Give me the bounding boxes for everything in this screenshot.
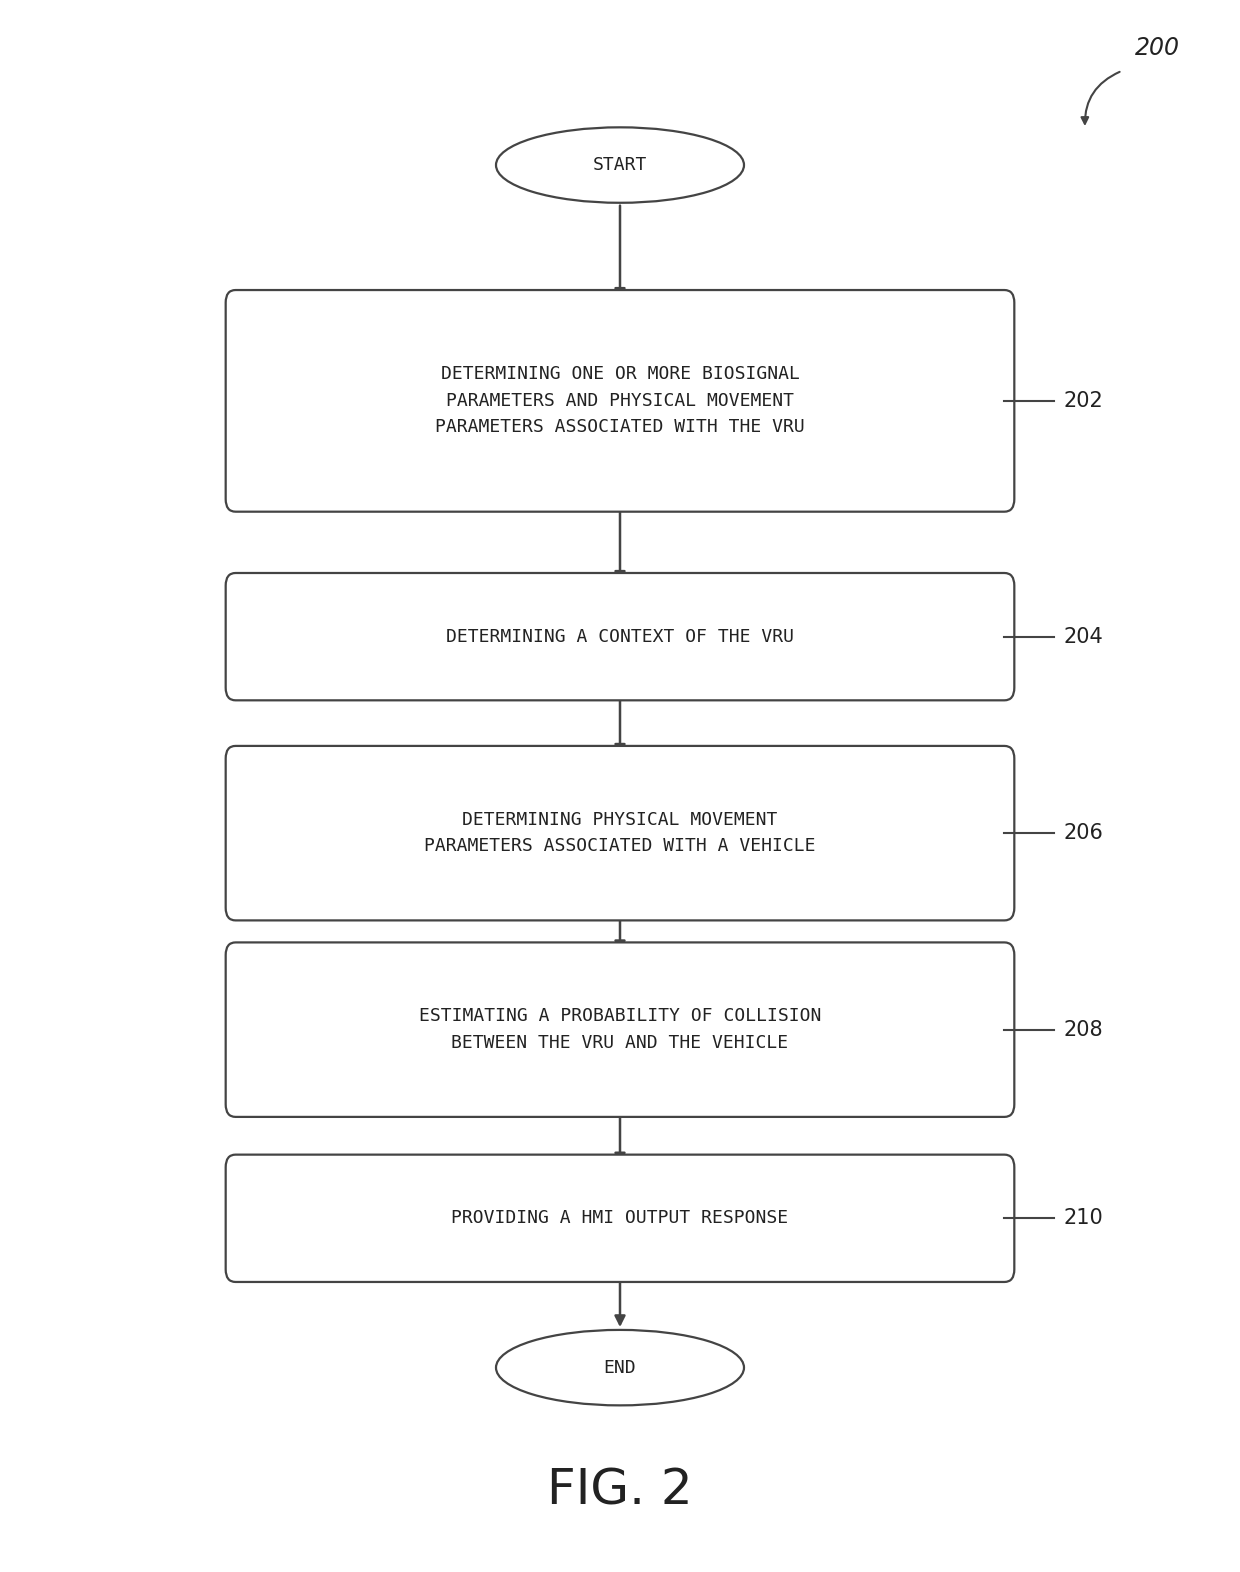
Text: END: END [604,1358,636,1377]
Text: 204: 204 [1064,627,1104,646]
Text: 208: 208 [1064,1020,1104,1039]
Text: DETERMINING A CONTEXT OF THE VRU: DETERMINING A CONTEXT OF THE VRU [446,627,794,646]
Text: ESTIMATING A PROBABILITY OF COLLISION
BETWEEN THE VRU AND THE VEHICLE: ESTIMATING A PROBABILITY OF COLLISION BE… [419,1008,821,1052]
Text: 202: 202 [1064,391,1104,410]
Text: 200: 200 [1135,36,1179,60]
Text: START: START [593,156,647,174]
FancyBboxPatch shape [226,943,1014,1116]
Ellipse shape [496,127,744,203]
FancyBboxPatch shape [226,1154,1014,1283]
Ellipse shape [496,1330,744,1405]
Text: 206: 206 [1064,824,1104,843]
FancyBboxPatch shape [226,572,1014,701]
FancyBboxPatch shape [226,747,1014,921]
FancyBboxPatch shape [226,289,1014,511]
Text: FIG. 2: FIG. 2 [547,1467,693,1514]
Text: 210: 210 [1064,1209,1104,1228]
Text: PROVIDING A HMI OUTPUT RESPONSE: PROVIDING A HMI OUTPUT RESPONSE [451,1209,789,1228]
Text: DETERMINING ONE OR MORE BIOSIGNAL
PARAMETERS AND PHYSICAL MOVEMENT
PARAMETERS AS: DETERMINING ONE OR MORE BIOSIGNAL PARAME… [435,365,805,437]
Text: DETERMINING PHYSICAL MOVEMENT
PARAMETERS ASSOCIATED WITH A VEHICLE: DETERMINING PHYSICAL MOVEMENT PARAMETERS… [424,811,816,855]
